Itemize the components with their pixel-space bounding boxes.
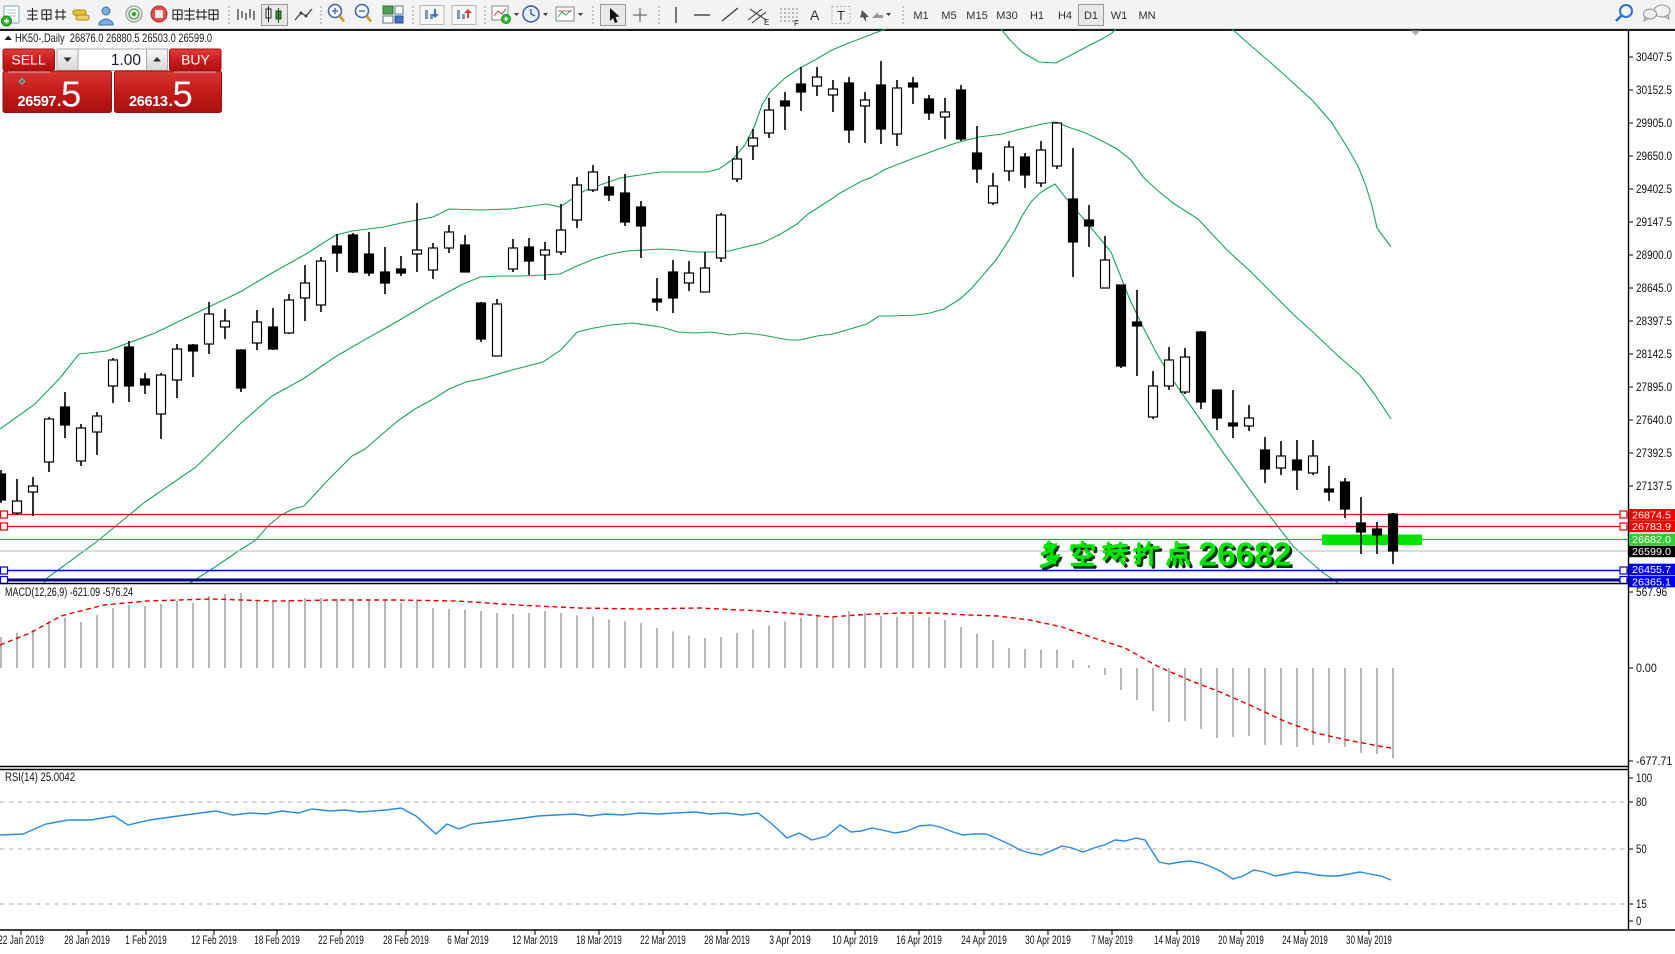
svg-text:F: F [794,19,799,28]
svg-text:SELL: SELL [11,52,45,68]
svg-text:27392.5: 27392.5 [1636,448,1672,460]
svg-text:.: . [57,93,61,110]
svg-text:7 May 2019: 7 May 2019 [1091,935,1133,947]
svg-text:1 Feb 2019: 1 Feb 2019 [125,935,167,947]
svg-text:M5: M5 [941,10,956,22]
svg-text:29402.5: 29402.5 [1636,184,1672,196]
svg-text:16 Apr 2019: 16 Apr 2019 [896,935,942,947]
svg-text:A: A [810,7,820,23]
svg-text:5: 5 [61,74,81,115]
svg-text:50: 50 [1636,844,1647,856]
svg-text:BUY: BUY [181,52,210,68]
svg-text:28 Jan 2019: 28 Jan 2019 [64,935,110,947]
svg-text:30152.5: 30152.5 [1636,85,1672,97]
svg-text:6 Mar 2019: 6 Mar 2019 [447,935,489,947]
svg-text:26599.0: 26599.0 [1632,546,1671,558]
svg-text:MACD(12,26,9) -621.09 -576.24: MACD(12,26,9) -621.09 -576.24 [5,587,133,599]
svg-text:24 Apr 2019: 24 Apr 2019 [961,935,1007,947]
svg-text:22 Jan 2019: 22 Jan 2019 [0,935,44,947]
svg-text:5: 5 [173,74,193,115]
svg-text:22 Feb 2019: 22 Feb 2019 [318,935,364,947]
svg-text:26365.1: 26365.1 [1632,576,1671,588]
svg-text:28645.0: 28645.0 [1636,283,1672,295]
svg-text:0.00: 0.00 [1636,663,1657,675]
svg-text:0: 0 [1636,916,1641,928]
svg-text:HK50-,Daily 26876.0 26880.5 2: HK50-,Daily 26876.0 26880.5 26503.0 2659… [15,31,212,45]
svg-text:30407.5: 30407.5 [1636,52,1672,64]
svg-text:26682: 26682 [1199,536,1292,573]
svg-text:28 Mar 2019: 28 Mar 2019 [704,935,750,947]
svg-text:M15: M15 [966,10,987,22]
svg-text:30 Apr 2019: 30 Apr 2019 [1025,935,1071,947]
svg-text:.: . [169,93,173,110]
svg-text:MN: MN [1138,10,1155,22]
svg-text:29905.0: 29905.0 [1636,118,1672,130]
svg-text:12 Mar 2019: 12 Mar 2019 [512,935,558,947]
svg-text:26682.0: 26682.0 [1632,534,1671,546]
svg-text:M30: M30 [996,10,1017,22]
svg-text:29650.0: 29650.0 [1636,151,1672,163]
svg-text:80: 80 [1636,797,1647,809]
svg-text:H4: H4 [1058,10,1072,22]
svg-text:28397.5: 28397.5 [1636,316,1672,328]
svg-text:26783.9: 26783.9 [1632,521,1671,533]
svg-text:-677.71: -677.71 [1636,756,1672,768]
svg-text:22 Mar 2019: 22 Mar 2019 [640,935,686,947]
svg-text:18 Feb 2019: 18 Feb 2019 [254,935,300,947]
svg-text:26613: 26613 [129,94,168,110]
svg-text:1.00: 1.00 [111,52,142,69]
svg-text:3 Apr 2019: 3 Apr 2019 [769,935,811,947]
svg-text:H1: H1 [1030,10,1044,22]
svg-text:28 Feb 2019: 28 Feb 2019 [383,935,429,947]
svg-text:14 May 2019: 14 May 2019 [1154,935,1200,947]
svg-text:28142.5: 28142.5 [1636,349,1672,361]
svg-text:E: E [764,18,769,27]
svg-text:29147.5: 29147.5 [1636,217,1672,229]
svg-text:RSI(14) 25.0042: RSI(14) 25.0042 [5,772,75,784]
svg-text:27895.0: 27895.0 [1636,382,1672,394]
svg-text:567.96: 567.96 [1636,587,1667,599]
svg-text:27640.0: 27640.0 [1636,415,1672,427]
svg-text:30 May 2019: 30 May 2019 [1346,935,1392,947]
svg-text:26597: 26597 [18,94,57,110]
svg-text:W1: W1 [1111,10,1128,22]
svg-text:T: T [837,8,845,23]
svg-text:26455.7: 26455.7 [1632,564,1671,576]
svg-text:18 Mar 2019: 18 Mar 2019 [576,935,622,947]
svg-text:12 Feb 2019: 12 Feb 2019 [191,935,237,947]
svg-text:100: 100 [1636,773,1652,785]
svg-text:10 Apr 2019: 10 Apr 2019 [832,935,878,947]
svg-text:26874.5: 26874.5 [1632,510,1671,522]
svg-text:D1: D1 [1084,10,1098,22]
svg-text:M1: M1 [913,10,928,22]
svg-text:26682: 26682 [1201,538,1294,575]
svg-text:27137.5: 27137.5 [1636,481,1672,493]
svg-text:15: 15 [1636,899,1647,911]
svg-text:24 May 2019: 24 May 2019 [1282,935,1328,947]
svg-text:20 May 2019: 20 May 2019 [1218,935,1264,947]
svg-text:28900.0: 28900.0 [1636,250,1672,262]
